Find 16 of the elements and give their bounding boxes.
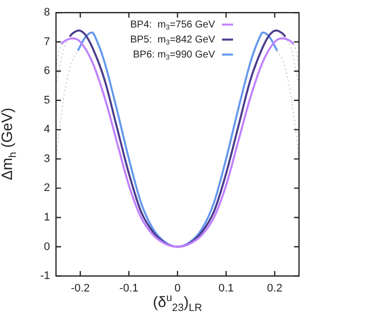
x-tick-label: -0.2: [70, 282, 90, 295]
x-tick-label: 0.1: [218, 282, 234, 295]
x-tick-label: -0.1: [119, 282, 138, 295]
y-tick-label: 1: [44, 212, 50, 224]
y-tick-label: 7: [44, 36, 50, 48]
x-axis-title: (δ$^{u}$$_{23}$)$_{LR}$: [152, 292, 202, 314]
x-tick-label: 0: [174, 282, 181, 295]
y-tick-label: 8: [44, 6, 50, 19]
y-tick-label: 0: [44, 240, 50, 253]
y-tick-label: -1: [40, 270, 50, 282]
y-tick-label: 5: [44, 94, 50, 106]
y-tick-label: 6: [44, 65, 50, 78]
y-tick-label: 3: [44, 152, 50, 165]
y-tick-label: 2: [44, 182, 50, 194]
x-tick-label: 0.2: [267, 282, 282, 295]
y-tick-label: 4: [44, 124, 50, 136]
